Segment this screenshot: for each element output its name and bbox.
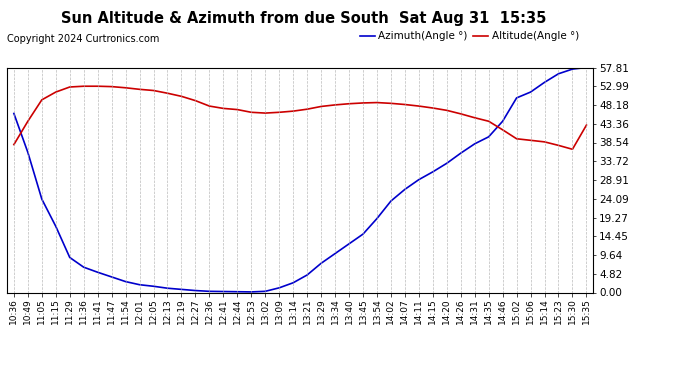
Altitude(Angle °) [94,84,102,88]
Azimuth(Angle °) [94,270,102,274]
Azimuth(Angle °) [387,199,395,203]
Azimuth(Angle °) [359,232,367,236]
Altitude(Angle °) [443,108,451,112]
Altitude(Angle °) [554,143,562,148]
Azimuth(Angle °) [205,289,213,294]
Altitude(Angle °) [275,110,284,114]
Altitude(Angle °) [233,107,242,112]
Azimuth(Angle °) [526,90,535,94]
Azimuth(Angle °) [261,289,269,294]
Azimuth(Angle °) [79,265,88,270]
Azimuth(Angle °) [373,216,381,221]
Azimuth(Angle °) [275,286,284,290]
Azimuth(Angle °) [38,197,46,201]
Text: Copyright 2024 Curtronics.com: Copyright 2024 Curtronics.com [7,34,159,44]
Altitude(Angle °) [205,104,213,108]
Azimuth(Angle °) [10,111,18,116]
Altitude(Angle °) [359,101,367,105]
Altitude(Angle °) [331,103,339,107]
Azimuth(Angle °) [108,274,116,279]
Altitude(Angle °) [38,98,46,102]
Altitude(Angle °) [191,98,199,103]
Altitude(Angle °) [79,84,88,88]
Azimuth(Angle °) [484,135,493,139]
Azimuth(Angle °) [135,282,144,287]
Altitude(Angle °) [569,147,577,152]
Altitude(Angle °) [428,106,437,110]
Azimuth(Angle °) [191,288,199,293]
Altitude(Angle °) [219,106,228,111]
Azimuth(Angle °) [233,290,242,294]
Legend: Azimuth(Angle °), Altitude(Angle °): Azimuth(Angle °), Altitude(Angle °) [359,32,579,42]
Altitude(Angle °) [498,128,506,132]
Azimuth(Angle °) [289,280,297,285]
Azimuth(Angle °) [177,287,186,292]
Altitude(Angle °) [261,111,269,116]
Azimuth(Angle °) [443,161,451,165]
Azimuth(Angle °) [149,284,157,288]
Azimuth(Angle °) [401,187,409,192]
Altitude(Angle °) [10,142,18,147]
Altitude(Angle °) [23,119,32,123]
Altitude(Angle °) [247,110,255,114]
Azimuth(Angle °) [554,72,562,76]
Altitude(Angle °) [289,109,297,113]
Azimuth(Angle °) [164,286,172,291]
Azimuth(Angle °) [471,142,479,146]
Altitude(Angle °) [526,138,535,142]
Altitude(Angle °) [303,107,311,111]
Altitude(Angle °) [52,90,60,94]
Altitude(Angle °) [471,116,479,120]
Azimuth(Angle °) [219,289,228,294]
Azimuth(Angle °) [540,80,549,85]
Azimuth(Angle °) [345,242,353,246]
Altitude(Angle °) [345,102,353,106]
Altitude(Angle °) [457,112,465,116]
Altitude(Angle °) [135,87,144,92]
Azimuth(Angle °) [513,96,521,100]
Altitude(Angle °) [149,88,157,93]
Altitude(Angle °) [121,86,130,90]
Azimuth(Angle °) [66,255,74,260]
Altitude(Angle °) [582,123,591,128]
Line: Azimuth(Angle °): Azimuth(Angle °) [14,68,586,292]
Altitude(Angle °) [177,94,186,99]
Altitude(Angle °) [401,102,409,107]
Azimuth(Angle °) [457,151,465,155]
Azimuth(Angle °) [582,65,591,70]
Azimuth(Angle °) [247,290,255,294]
Azimuth(Angle °) [52,224,60,229]
Altitude(Angle °) [415,104,423,108]
Azimuth(Angle °) [121,279,130,284]
Altitude(Angle °) [540,140,549,144]
Altitude(Angle °) [108,84,116,89]
Azimuth(Angle °) [415,177,423,182]
Azimuth(Angle °) [303,273,311,277]
Altitude(Angle °) [373,100,381,105]
Azimuth(Angle °) [569,67,577,71]
Altitude(Angle °) [317,104,325,109]
Azimuth(Angle °) [498,119,506,123]
Line: Altitude(Angle °): Altitude(Angle °) [14,86,586,149]
Altitude(Angle °) [66,85,74,89]
Altitude(Angle °) [513,136,521,141]
Azimuth(Angle °) [23,150,32,154]
Altitude(Angle °) [387,101,395,106]
Azimuth(Angle °) [317,261,325,266]
Altitude(Angle °) [484,119,493,123]
Altitude(Angle °) [164,91,172,96]
Azimuth(Angle °) [331,251,339,256]
Text: Sun Altitude & Azimuth from due South  Sat Aug 31  15:35: Sun Altitude & Azimuth from due South Sa… [61,11,546,26]
Azimuth(Angle °) [428,170,437,174]
